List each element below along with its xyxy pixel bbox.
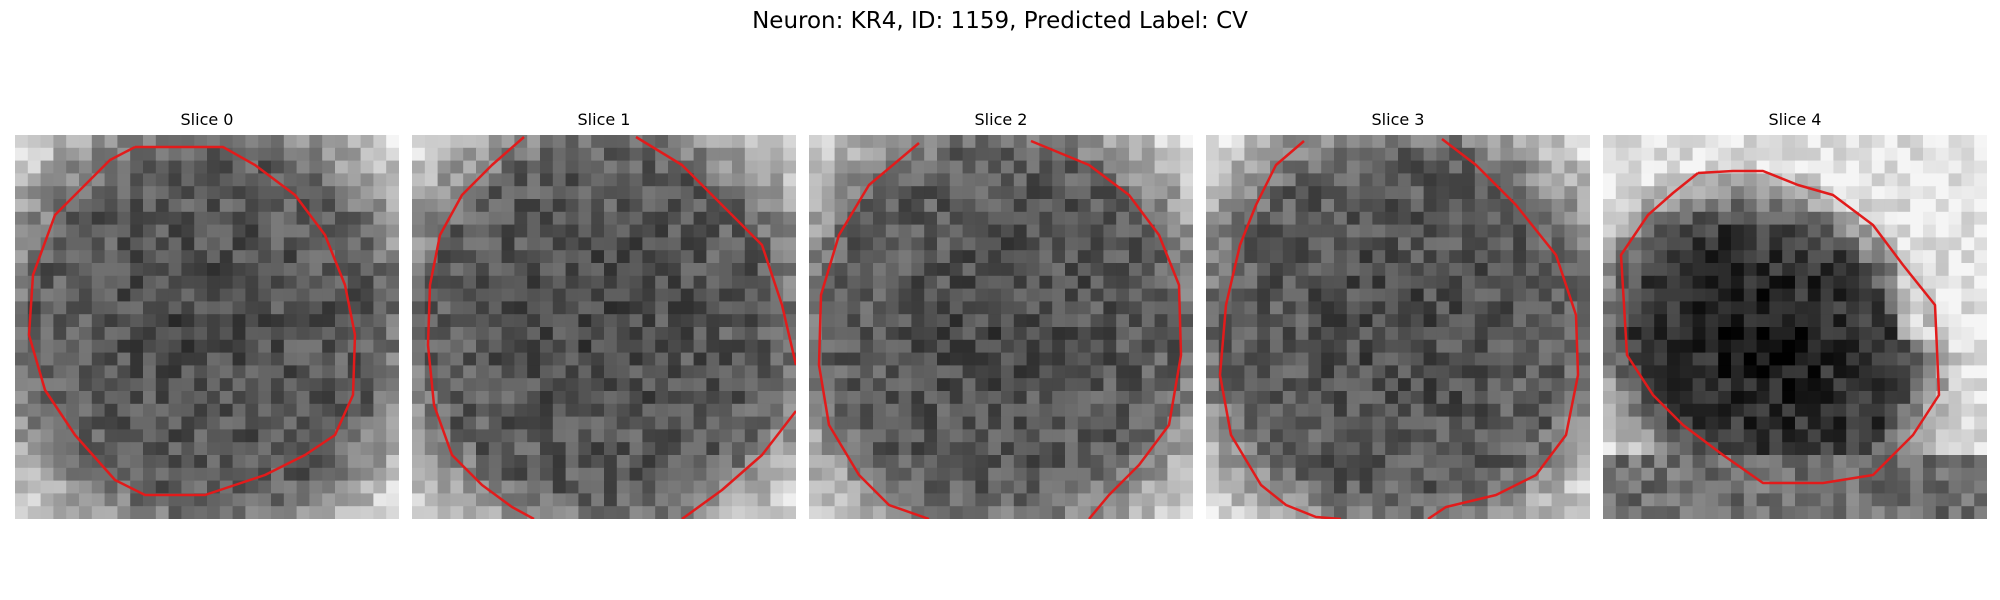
slice-image: [412, 135, 796, 519]
slice-title: Slice 1: [577, 110, 631, 129]
slice-title: Slice 4: [1768, 110, 1822, 129]
slice-image: [15, 135, 399, 519]
slice-panel-1: Slice 1: [412, 110, 796, 519]
contour-line: [635, 135, 796, 366]
pixel-grid: [15, 135, 399, 519]
contour-line: [1427, 138, 1580, 519]
contour-line: [426, 136, 535, 519]
contour-line: [1030, 139, 1183, 519]
slice-image: [1603, 135, 1987, 519]
contour-line: [1218, 140, 1342, 519]
contour-line: [681, 410, 796, 519]
pixel-grid: [412, 135, 796, 519]
figure-title: Neuron: KR4, ID: 1159, Predicted Label: …: [752, 8, 1248, 34]
slice-panel-3: Slice 3: [1206, 110, 1590, 519]
pixel-grid: [1603, 135, 1987, 519]
slice-title: Slice 2: [974, 110, 1028, 129]
contour-line: [27, 145, 357, 497]
slice-title: Slice 3: [1371, 110, 1425, 129]
slice-panel-0: Slice 0: [15, 110, 399, 519]
slice-panel-2: Slice 2: [809, 110, 1193, 519]
slice-image: [1206, 135, 1590, 519]
contour-line: [817, 142, 930, 519]
slice-panel-4: Slice 4: [1603, 110, 1987, 519]
pixel-grid: [1206, 135, 1590, 519]
slice-image: [809, 135, 1193, 519]
slice-title: Slice 0: [180, 110, 234, 129]
pixel-grid: [809, 135, 1193, 519]
contour-line: [1619, 169, 1941, 485]
